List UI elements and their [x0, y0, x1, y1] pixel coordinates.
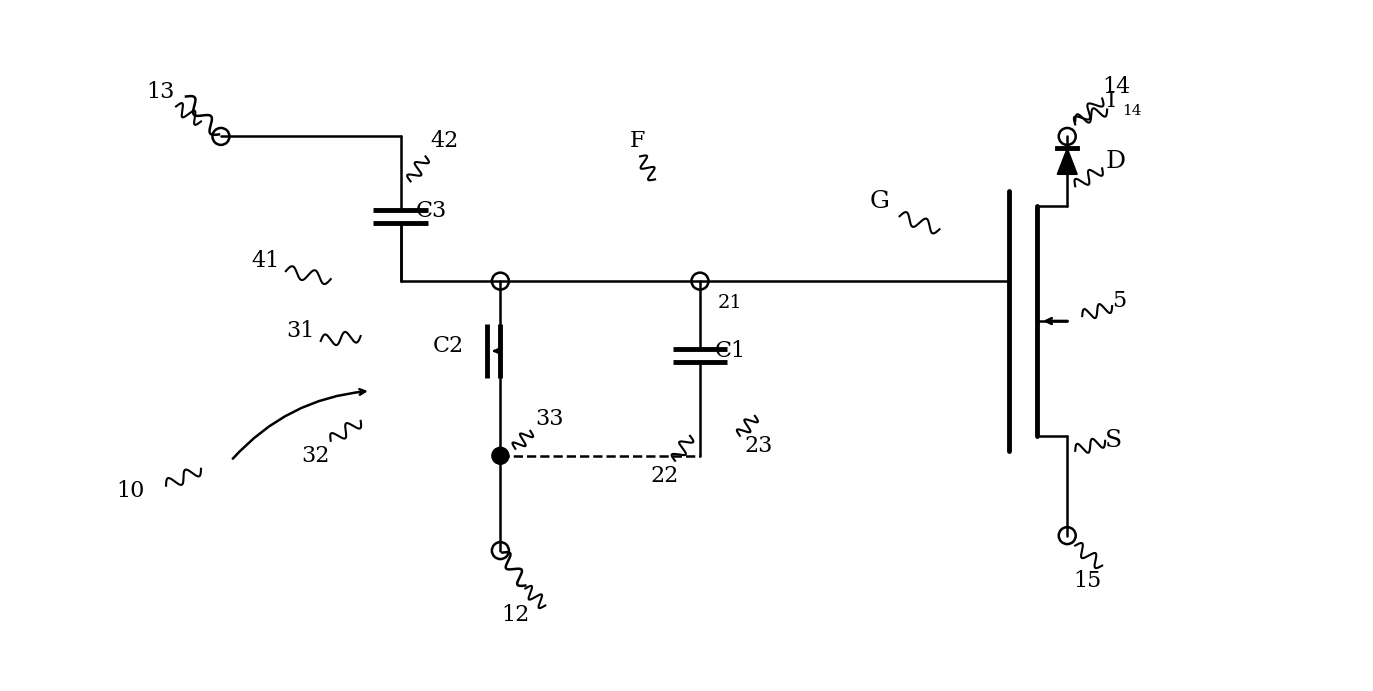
Text: 12: 12 [501, 605, 530, 627]
Text: C2: C2 [432, 335, 464, 357]
Text: 42: 42 [431, 131, 459, 153]
Text: 23: 23 [746, 435, 773, 457]
Text: C3: C3 [416, 200, 446, 223]
Text: 14: 14 [1122, 104, 1141, 118]
Text: 22: 22 [649, 465, 678, 486]
Text: C1: C1 [715, 340, 746, 362]
Circle shape [492, 447, 509, 464]
Text: 13: 13 [146, 81, 174, 102]
Text: 32: 32 [301, 445, 330, 467]
Text: 31: 31 [286, 320, 314, 342]
Text: F: F [630, 131, 645, 153]
Text: 5: 5 [1112, 290, 1126, 312]
Text: S: S [1105, 429, 1122, 453]
Text: I: I [1107, 91, 1116, 113]
Text: D: D [1105, 150, 1126, 173]
Polygon shape [1057, 149, 1078, 174]
Text: 10: 10 [117, 480, 144, 502]
Text: 41: 41 [251, 250, 279, 272]
Text: 15: 15 [1074, 569, 1101, 591]
Text: 14: 14 [1103, 75, 1130, 97]
Text: G: G [869, 190, 890, 213]
Text: 33: 33 [535, 408, 564, 430]
Text: 21: 21 [718, 294, 743, 312]
